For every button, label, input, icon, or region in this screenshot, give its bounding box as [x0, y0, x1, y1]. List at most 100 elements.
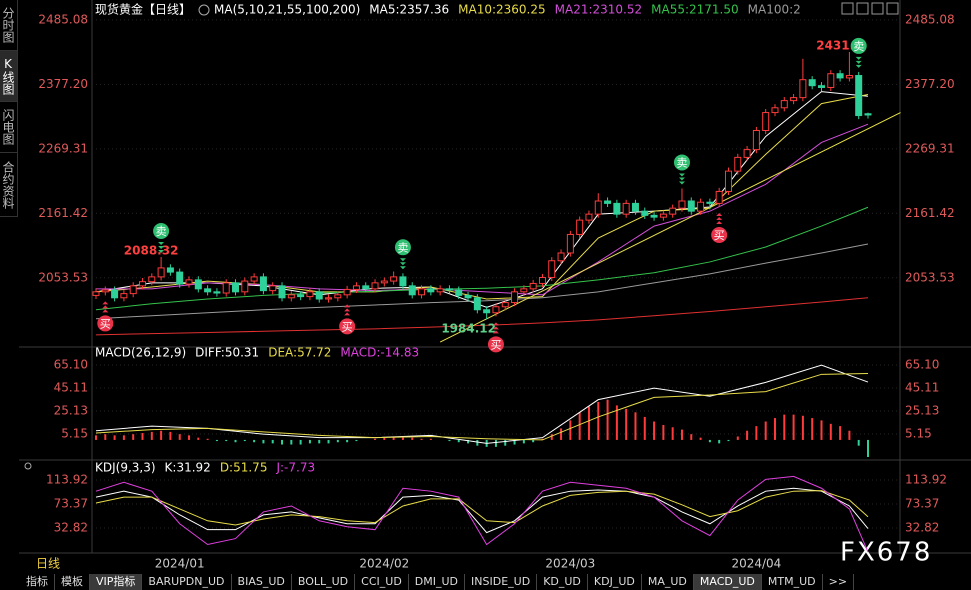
period-label[interactable]: 日线 [36, 557, 60, 571]
y-tick-label: 5.15 [905, 427, 932, 441]
icon[interactable] [856, 2, 869, 15]
y-tick-label: 2377.20 [905, 77, 955, 91]
icon[interactable] [886, 2, 899, 15]
macd-bar [680, 429, 683, 440]
price-annotation: 2088.32 [124, 243, 179, 257]
candle-body [139, 281, 147, 287]
signal-arrow [855, 64, 862, 68]
indicator-tab[interactable]: 模板 [55, 574, 90, 590]
indicator-tab[interactable]: >> [823, 574, 855, 590]
indicator-tab[interactable]: BARUPDN_UD [142, 574, 232, 590]
indicator-line [95, 91, 869, 308]
macd-bar [113, 435, 116, 440]
candle-body [538, 276, 546, 284]
settings-icon [198, 4, 210, 16]
signal-label: 卖 [397, 241, 408, 254]
indicator-tab[interactable]: KD_UD [537, 574, 588, 590]
signal-label: 卖 [676, 156, 687, 169]
candle-body [715, 190, 723, 204]
indicator-tab[interactable]: DMI_UD [409, 574, 466, 590]
macd-bar [773, 418, 776, 440]
legend-entry: MACD:-14.83 [340, 346, 419, 360]
sidebar-tab[interactable]: 闪电图 [0, 102, 18, 153]
candle-body [129, 285, 137, 295]
signal-arrow [492, 326, 499, 330]
indicator-tab[interactable]: MA_UD [642, 574, 694, 590]
candle-body [194, 279, 202, 290]
panel-icon [24, 462, 32, 470]
legend-entry: MA5:2357.36 [369, 3, 449, 17]
candle-body [371, 282, 379, 290]
signal-arrow [716, 220, 723, 224]
panel-subtitle: MA(5,10,21,55,100,200) [214, 3, 360, 17]
icon[interactable] [871, 2, 884, 15]
indicator-tab[interactable]: MACD_UD [693, 574, 762, 590]
macd-bar [513, 439, 516, 445]
macd-bar [606, 399, 609, 440]
macd-bar [206, 438, 209, 440]
indicator-line [96, 123, 869, 296]
macd-bar [522, 439, 525, 444]
indicator-tab[interactable]: MTM_UD [762, 574, 823, 590]
macd-bar [634, 412, 637, 440]
macd-bar [197, 437, 200, 440]
signal-label: 买 [342, 320, 353, 333]
macd-bar [336, 439, 339, 443]
legend-entry: MA100:2 [748, 3, 801, 17]
candle-body [687, 200, 695, 212]
signal-arrow [344, 312, 351, 316]
signal-arrow [716, 212, 723, 216]
indicator-tab[interactable]: BIAS_UD [232, 574, 292, 590]
indicator-line [95, 243, 869, 320]
candle-body [269, 285, 277, 292]
indicator-tab[interactable]: CCI_UD [355, 574, 409, 590]
candle-body [678, 200, 686, 209]
sidebar-tab[interactable]: 分时图 [0, 0, 18, 51]
signal-label: 买 [100, 317, 111, 330]
macd-bar [494, 439, 497, 447]
sidebar-tab[interactable]: 合约资料 [0, 153, 18, 217]
candle-body [483, 309, 491, 314]
candle-body [213, 291, 221, 294]
legend-entry: K:31.92 [165, 461, 211, 475]
candle-body [780, 100, 788, 109]
candle-body [334, 294, 342, 299]
macd-bar [783, 414, 786, 440]
signal-arrow [492, 322, 499, 326]
signal-arrow [716, 216, 723, 220]
y-tick-label: 2269.31 [38, 141, 88, 155]
signal-badge [673, 154, 690, 171]
candle-body [557, 252, 565, 262]
macd-bar [532, 439, 535, 443]
candle-body [585, 213, 593, 221]
candle-body [790, 97, 798, 102]
candle-body [641, 210, 649, 216]
icon[interactable] [841, 2, 854, 15]
macd-bar [560, 428, 563, 440]
indicator-tab[interactable]: BOLL_UD [292, 574, 356, 590]
macd-bar [243, 439, 246, 442]
indicator-tabs: 指标 模板 VIP指标 BARUPDN_UD BIAS_UD BOLL_UD CCI_UD D… [20, 574, 855, 590]
indicator-tab[interactable]: VIP指标 [90, 574, 143, 590]
candle-body [427, 288, 435, 293]
indicator-tab[interactable]: 指标 [20, 574, 55, 590]
panel-title: 现货黄金【日线】 [95, 2, 191, 17]
indicator-tab[interactable]: INSIDE_UD [465, 574, 538, 590]
candle-body [576, 219, 584, 235]
y-tick-label: 113.92 [905, 472, 947, 486]
macd-bar [188, 435, 191, 440]
candle-body [771, 107, 779, 114]
macd-bar [392, 436, 395, 440]
sidebar-tab[interactable]: K线图 [0, 51, 18, 102]
macd-bar [839, 426, 842, 440]
indicator-line [95, 94, 869, 300]
price-annotation: 1984.12 [441, 322, 496, 336]
macd-bar [374, 438, 377, 440]
macd-bar [271, 439, 274, 444]
candle-body [185, 279, 193, 285]
signal-arrow [678, 173, 685, 177]
candle-body [306, 291, 314, 298]
y-tick-label: 113.92 [46, 472, 88, 486]
indicator-tab[interactable]: KDJ_UD [588, 574, 642, 590]
candle-body [501, 302, 509, 308]
